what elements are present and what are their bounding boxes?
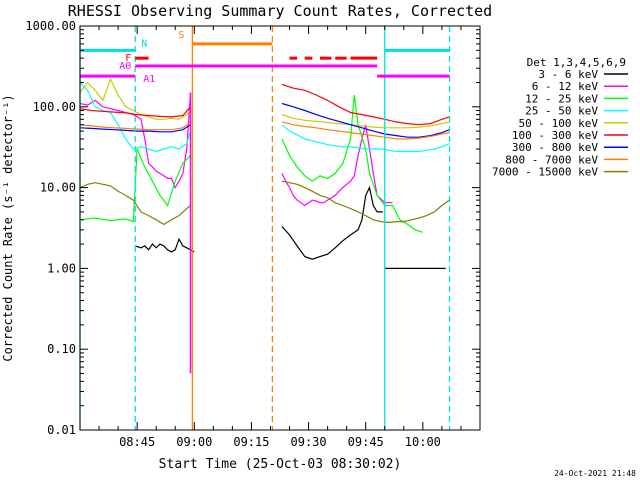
series-1-segment-0: [80, 92, 192, 189]
series-5-segment-1: [281, 83, 450, 126]
legend-label-5: 100 - 300 keV: [512, 129, 598, 142]
legend-label-0: 3 - 6 keV: [538, 68, 598, 81]
legend-label-7: 800 - 7000 keV: [505, 153, 598, 166]
series-2-segment-1: [281, 94, 424, 233]
legend-label-3: 25 - 50 keV: [525, 105, 598, 118]
series-0-segment-0: [135, 237, 195, 253]
legend-title: Det 1,3,4,5,6,9: [527, 56, 626, 69]
state-label-f: F: [125, 53, 131, 64]
x-tick-label-1: 09:00: [176, 435, 212, 449]
x-axis-label: Start Time (25-Oct-03 08:30:02): [159, 457, 402, 472]
series-3-segment-0: [80, 82, 192, 153]
series-4-segment-1: [281, 114, 450, 129]
series-8-segment-1: [281, 180, 450, 224]
series-1-segment-1: [281, 124, 393, 207]
y-tick-label-4: 0.10: [47, 342, 76, 356]
legend-label-1: 6 - 12 keV: [532, 80, 599, 93]
state-label-s: S: [178, 30, 184, 41]
series-5-segment-0: [80, 106, 191, 118]
series-0-segment-1: [281, 185, 383, 260]
series-6-segment-1: [281, 102, 450, 138]
series-8-segment-0: [80, 182, 191, 226]
y-tick-label-1: 100.00: [33, 100, 76, 114]
x-tick-label-5: 10:00: [405, 435, 441, 449]
x-tick-label-2: 09:15: [233, 435, 269, 449]
y-tick-label-2: 10.00: [40, 181, 76, 195]
legend-label-8: 7000 - 15000 keV: [492, 166, 598, 179]
series-7-segment-0: [80, 121, 191, 131]
state-label-n: N: [141, 38, 147, 49]
legend-label-4: 50 - 100 keV: [519, 117, 599, 130]
axes-layer: 1000.00 100.00 10.00 1.00 0.10 0.01 08:45 09:00…: [25, 19, 481, 449]
series-layer: [80, 77, 450, 374]
y-tick-label-0: 1000.00: [25, 19, 76, 33]
y-tick-label-3: 1.00: [47, 261, 76, 275]
x-tick-label-4: 09:45: [348, 435, 384, 449]
x-tick-label-3: 09:30: [291, 435, 327, 449]
series-2-segment-0: [80, 148, 191, 223]
legend-label-2: 12 - 25 keV: [525, 92, 598, 105]
y-tick-label-5: 0.01: [47, 423, 76, 437]
y-axis-label: Corrected Count Rate (s⁻¹ detector⁻¹): [1, 94, 15, 361]
plot-frame: [79, 25, 481, 431]
series-7-segment-1: [281, 121, 450, 140]
state-label-a0: A0: [119, 61, 131, 72]
timestamp: 24-Oct-2021 21:48: [554, 469, 636, 478]
x-tick-label-0: 08:45: [119, 435, 155, 449]
series-4-segment-0: [80, 77, 191, 120]
state-label-a1: A1: [143, 74, 155, 85]
series-3-segment-1: [281, 124, 450, 153]
series-6-segment-0: [80, 124, 191, 133]
chart-title: RHESSI Observing Summary Count Rates, Co…: [68, 2, 492, 20]
legend-label-6: 300 - 800 keV: [512, 141, 598, 154]
